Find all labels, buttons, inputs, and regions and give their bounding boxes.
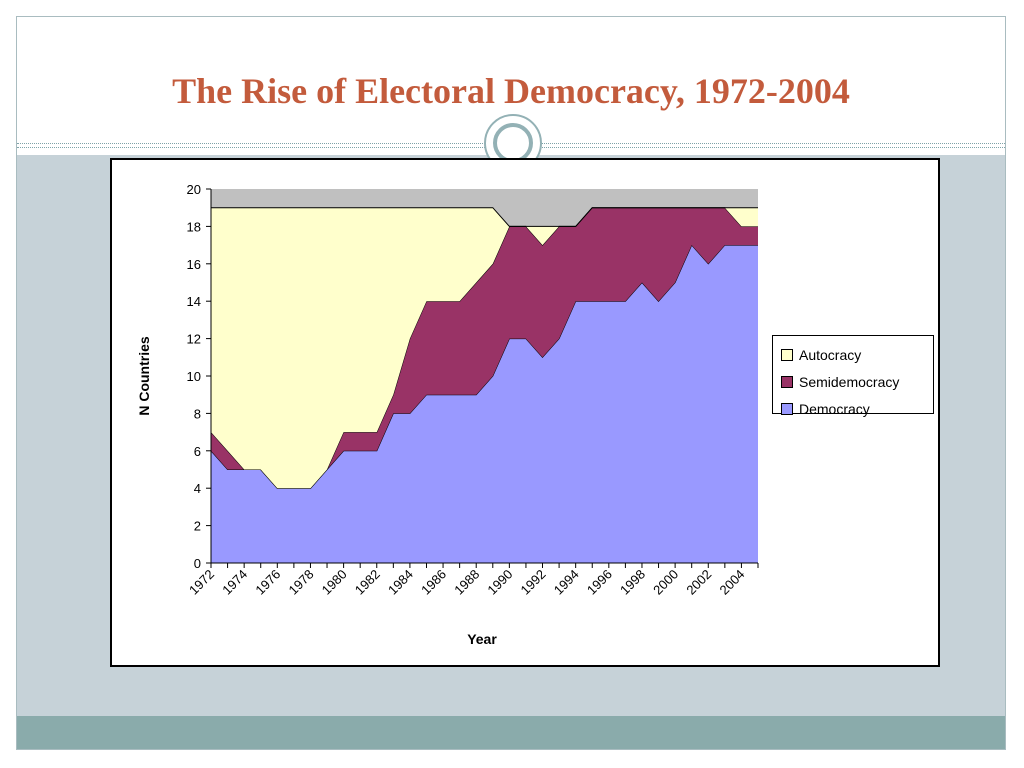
y-tick-label: 16	[187, 257, 201, 272]
legend-label-democracy: Democracy	[799, 400, 870, 417]
x-tick-label: 1996	[584, 567, 615, 598]
chart-legend: Autocracy Semidemocracy Democracy	[772, 335, 934, 417]
chart-container: 0 2 4 6 8 10 12 14 16 18 20 1972 1974 1976 1978 1980 198…	[110, 158, 940, 667]
area-autocracy	[211, 207, 758, 489]
x-tick-label: 1982	[352, 567, 383, 598]
x-tick-label: 2000	[650, 567, 681, 598]
area-semidemocracy	[211, 207, 758, 489]
legend-swatch-democracy	[781, 402, 793, 415]
circle-ornament-inner	[493, 123, 533, 163]
x-axis-title: Year	[467, 631, 497, 647]
x-tick-label: 1984	[385, 567, 416, 598]
legend-item-autocracy: Autocracy	[773, 341, 933, 368]
legend-swatch-semidemocracy	[781, 375, 793, 388]
x-tick-label: 1986	[418, 567, 449, 598]
x-tick-label: 1992	[518, 567, 549, 598]
slide-title: The Rise of Electoral Democracy, 1972-20…	[172, 71, 850, 111]
area-democracy	[211, 245, 758, 563]
y-tick-label: 12	[187, 332, 201, 347]
legend-item-semidemocracy: Semidemocracy	[773, 368, 933, 395]
y-tick-label: 18	[187, 219, 201, 234]
x-tick-label: 1994	[551, 567, 582, 598]
y-tick-label: 20	[187, 182, 201, 197]
y-tick-label: 8	[194, 406, 201, 421]
legend-label-autocracy: Autocracy	[799, 346, 862, 363]
legend-label-semidemocracy: Semidemocracy	[799, 373, 900, 390]
y-tick-label: 14	[187, 294, 201, 309]
y-tick-label: 10	[187, 369, 201, 384]
x-tick-label: 1980	[319, 567, 350, 598]
y-tick-label: 6	[194, 444, 201, 459]
x-tick-label: 1972	[186, 567, 217, 598]
x-tick-label: 1990	[484, 567, 515, 598]
x-tick-label: 1978	[286, 567, 317, 598]
y-tick-label: 2	[194, 519, 201, 534]
series-line-autocracy	[211, 207, 758, 227]
x-tick-label: 1974	[219, 567, 250, 598]
y-tick-label: 0	[194, 556, 201, 571]
x-tick-label: 2002	[683, 567, 714, 598]
x-tick-label: 1976	[252, 567, 283, 598]
x-tick-label: 1988	[451, 567, 482, 598]
legend-item-democracy: Democracy	[773, 395, 933, 422]
x-tick-label: 1998	[617, 567, 648, 598]
legend-swatch-autocracy	[781, 348, 793, 361]
x-tick-label: 2004	[716, 567, 747, 598]
y-axis-title: N Countries	[136, 336, 152, 416]
y-tick-label: 4	[194, 481, 201, 496]
footer-band	[17, 716, 1005, 749]
